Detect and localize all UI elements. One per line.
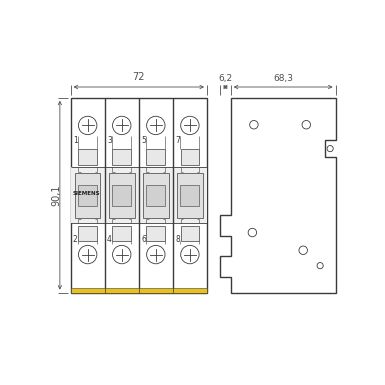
Text: 1: 1: [73, 136, 78, 145]
Bar: [112, 226, 131, 241]
Bar: [146, 185, 166, 206]
Bar: [173, 288, 207, 293]
Circle shape: [317, 263, 323, 269]
Bar: [75, 172, 100, 218]
Circle shape: [112, 245, 131, 264]
Text: 5: 5: [141, 136, 146, 145]
Bar: [78, 149, 97, 165]
Text: 68,3: 68,3: [273, 74, 293, 83]
Bar: [71, 98, 207, 293]
Bar: [139, 288, 173, 293]
Circle shape: [248, 228, 257, 237]
Bar: [78, 185, 97, 206]
Bar: [112, 149, 131, 165]
Bar: [109, 172, 134, 218]
Circle shape: [299, 246, 307, 254]
Bar: [71, 288, 105, 293]
Text: 2: 2: [73, 235, 78, 244]
Bar: [105, 288, 139, 293]
Bar: [146, 226, 165, 241]
Bar: [181, 226, 199, 241]
Bar: [180, 185, 199, 206]
Bar: [181, 149, 199, 165]
Circle shape: [147, 116, 165, 135]
Text: 7: 7: [175, 136, 180, 145]
Circle shape: [249, 121, 258, 129]
Bar: [112, 185, 131, 206]
Circle shape: [147, 245, 165, 264]
Polygon shape: [220, 98, 335, 293]
Text: 6: 6: [141, 235, 146, 244]
Bar: [177, 172, 203, 218]
Circle shape: [181, 116, 199, 135]
Circle shape: [181, 245, 199, 264]
Circle shape: [79, 116, 97, 135]
Circle shape: [79, 245, 97, 264]
Text: 72: 72: [132, 72, 145, 82]
Text: SIEMENS: SIEMENS: [72, 191, 100, 196]
Circle shape: [112, 116, 131, 135]
Text: 6,2: 6,2: [218, 74, 233, 83]
Text: 4: 4: [107, 235, 112, 244]
Bar: [146, 149, 165, 165]
Circle shape: [302, 121, 311, 129]
Bar: [143, 172, 169, 218]
Text: 3: 3: [107, 136, 112, 145]
Text: 90,1: 90,1: [51, 184, 61, 206]
Bar: [78, 226, 97, 241]
Bar: [71, 167, 207, 223]
Circle shape: [327, 146, 333, 152]
Text: 8: 8: [175, 235, 180, 244]
